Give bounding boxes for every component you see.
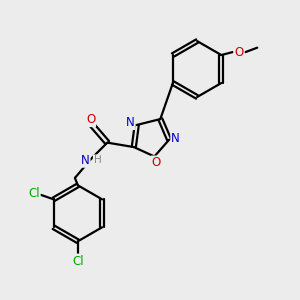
Text: N: N xyxy=(126,116,135,129)
Text: O: O xyxy=(86,113,95,126)
Text: O: O xyxy=(234,46,244,59)
Text: Cl: Cl xyxy=(28,187,40,200)
Text: Cl: Cl xyxy=(72,254,84,268)
Text: H: H xyxy=(94,155,101,165)
Text: N: N xyxy=(81,154,90,167)
Text: N: N xyxy=(171,132,180,145)
Text: O: O xyxy=(151,157,160,169)
